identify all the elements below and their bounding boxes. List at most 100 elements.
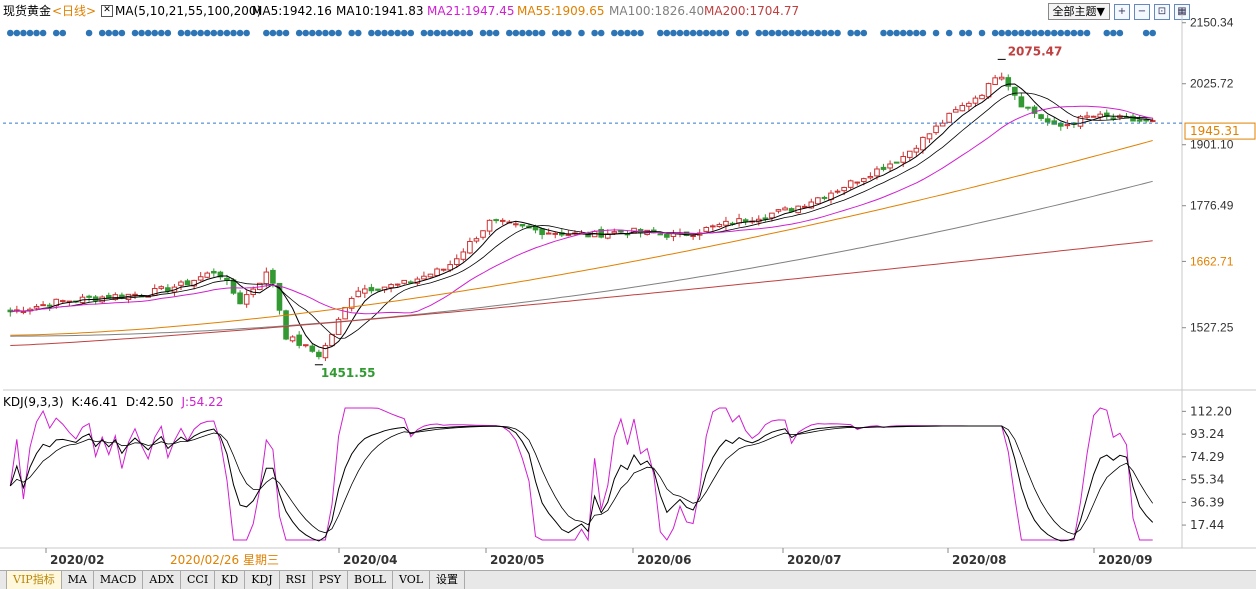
signal-dot [630,29,638,37]
signal-dot [315,29,323,37]
signal-dot [479,29,487,37]
tab-boll[interactable]: BOLL [348,571,393,589]
candle-body [992,77,998,85]
kdj-k-value: K:46.41 [71,395,118,409]
candle-body [1025,106,1031,109]
candle-body [545,232,552,235]
signal-dot [20,29,27,37]
signal-dot [1103,29,1111,37]
tab-cci[interactable]: CCI [181,571,216,589]
tab-psy[interactable]: PSY [313,571,349,589]
candle-body [302,344,309,347]
signal-dot [860,29,868,37]
ma10-value: MA10:1941.83 [336,4,424,18]
tab-vip[interactable]: VIP指标 [7,571,62,589]
candle-body [565,233,572,236]
tab-vol[interactable]: VOL [393,571,431,589]
candle-body [775,209,782,212]
price-axis-label: 1662.71 [1190,254,1234,268]
signal-dot [348,29,356,37]
candle-body [158,286,165,289]
tabs-scroll-handle[interactable] [0,571,7,589]
kdj-axis-label: 55.34 [1190,473,1224,487]
candle-body [151,287,158,296]
tab-adx[interactable]: ADX [143,571,181,589]
signal-dot [433,29,441,37]
candle-body [821,196,828,199]
candle-body [788,208,795,212]
tab-设置[interactable]: 设置 [430,571,466,589]
signal-dot [755,29,763,37]
signal-dot [374,29,382,37]
tab-macd[interactable]: MACD [94,571,144,589]
candle-body [1057,122,1064,127]
signal-dot [400,29,408,37]
tab-kdj[interactable]: KDJ [245,571,280,589]
signal-dot [591,29,598,37]
period-selector[interactable]: <日线> [52,4,97,18]
candle-body [60,300,66,303]
candle-body [197,276,204,281]
ma21-line [10,105,1153,315]
signal-dot [965,29,973,37]
signal-dot [1050,29,1058,37]
zoom-in-icon[interactable]: + [1114,3,1130,20]
tab-kd[interactable]: KD [215,571,246,589]
candle-body [913,147,920,153]
kdj-name: KDJ(9,3,3) [3,395,64,409]
signal-dot [335,29,342,37]
candle-body [237,292,243,305]
candle-body [611,231,618,234]
candle-body [434,268,440,277]
kdj-k-line [9,425,1154,542]
signal-dot [105,29,113,37]
candle-body [1018,96,1025,108]
theme-button[interactable]: 全部主题▼ [1047,3,1110,20]
candle-body [276,282,283,311]
candle-body [1149,120,1156,123]
signal-dot [505,29,513,37]
signal-dot [768,29,776,37]
candle-body [906,150,913,158]
signal-dot [532,29,539,37]
current-price-box [1184,122,1256,140]
signal-dot [322,29,329,37]
signal-dot [1018,29,1025,37]
signal-dot [1031,29,1038,37]
signal-dot [696,29,703,37]
candle-body [664,233,670,238]
signal-dot [853,29,861,37]
candle-body [1012,86,1018,96]
signal-dot [420,29,428,37]
candle-body [388,284,394,289]
candle-body [165,287,171,292]
signal-dot [85,29,93,37]
candle-body [815,197,821,205]
expand-icon[interactable]: ⊡ [1154,3,1170,20]
signal-dot [1116,29,1124,37]
candle-body [270,269,276,284]
zoom-out-icon[interactable]: − [1134,3,1150,20]
signal-dot [656,29,664,37]
signal-dot [295,29,303,37]
signal-dot [519,29,526,37]
signal-dot [151,29,159,37]
signal-dot [177,29,185,37]
candle-body [861,178,867,182]
candle-body [769,212,775,219]
signal-dot [453,29,461,37]
signal-dot [899,29,907,37]
candle-body [710,225,716,228]
signal-dot [834,29,841,37]
candle-body [421,275,427,280]
ma5-value: MA5:1942.16 [252,4,332,18]
signal-dot [762,29,769,37]
candle-body [939,122,946,127]
candle-body [1005,77,1012,87]
ma-settings-icon[interactable]: ✕ [101,5,113,17]
tab-ma[interactable]: MA [62,571,94,589]
signal-dot [525,29,533,37]
tab-rsi[interactable]: RSI [280,571,313,589]
candle-body [834,190,841,193]
signal-dot [775,29,782,37]
